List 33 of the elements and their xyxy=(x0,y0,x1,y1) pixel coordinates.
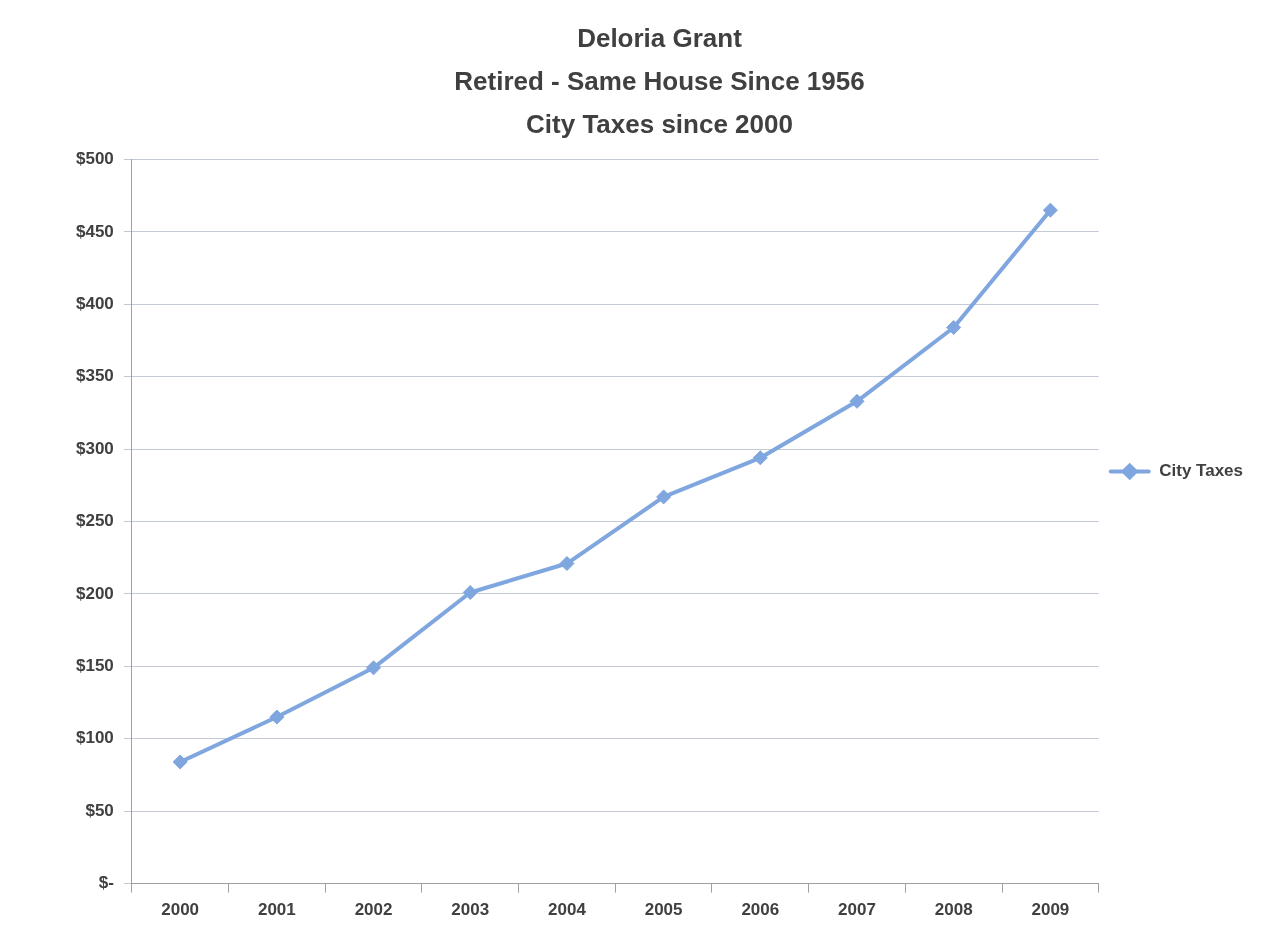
y-tick-label: $250 xyxy=(75,511,114,531)
y-tick-label: $450 xyxy=(75,221,114,241)
point xyxy=(656,489,672,505)
y-tick-label: $150 xyxy=(75,656,114,676)
point xyxy=(559,556,575,572)
x-tick-label: 2005 xyxy=(644,900,683,920)
x-tick-label: 2009 xyxy=(1031,900,1070,920)
point xyxy=(366,660,382,676)
x-tick-label: 2002 xyxy=(354,900,393,920)
x-tick-label: 2004 xyxy=(548,900,587,920)
point xyxy=(172,754,188,770)
point xyxy=(1042,202,1058,218)
y-tick-label: $50 xyxy=(85,800,114,820)
point xyxy=(946,319,962,335)
y-tick-label: $500 xyxy=(75,149,114,169)
y-tick-label: $300 xyxy=(75,438,114,458)
x-tick-label: 2008 xyxy=(934,900,973,920)
point xyxy=(752,450,768,466)
point xyxy=(269,709,285,725)
y-tick-label: $200 xyxy=(75,583,114,603)
x-tick-label: 2001 xyxy=(257,900,296,920)
point xyxy=(849,393,865,409)
y-tick-label: $- xyxy=(98,873,114,893)
chart-title: Deloria Grant Retired - Same House Since 1956 City Taxes since 2000 xyxy=(454,22,865,140)
x-tick-label: 2006 xyxy=(741,900,780,920)
x-tick-label: 2007 xyxy=(838,900,876,920)
y-tick-label: $400 xyxy=(75,293,114,313)
legend-label: City Taxes xyxy=(1159,461,1243,481)
y-tick-label: $100 xyxy=(75,728,114,748)
point xyxy=(462,585,478,600)
x-tick-label: 2003 xyxy=(451,900,490,920)
y-tick-label: $350 xyxy=(75,366,114,386)
x-tick-label: 2000 xyxy=(161,900,200,920)
